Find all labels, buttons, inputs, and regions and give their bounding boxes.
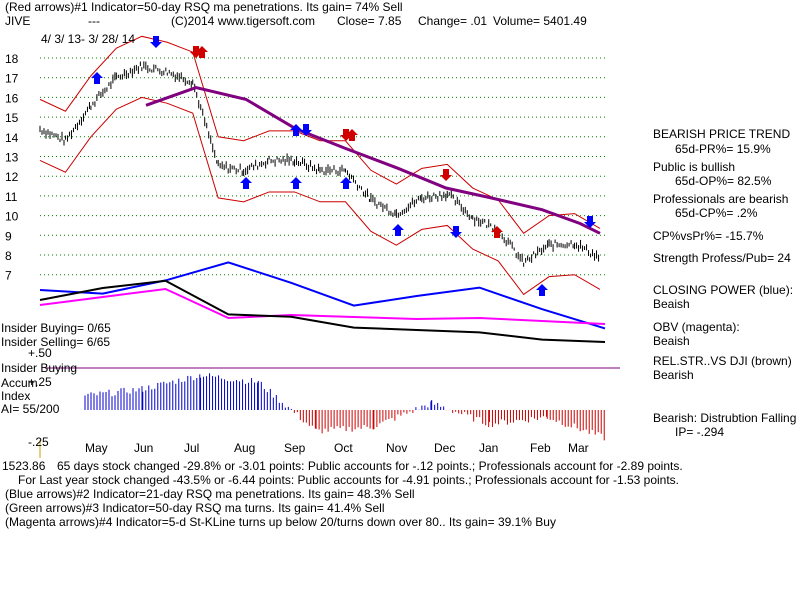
insider-selling-count: Insider Selling= 6/65 <box>1 335 111 349</box>
accum-label: Accum <box>1 376 38 390</box>
relstr-label: REL.STR..VS DJI (brown) <box>653 354 792 368</box>
copyright: (C)2014 www.tigersoft.com <box>171 14 316 28</box>
rel-strength <box>39 279 606 343</box>
red-arrow <box>440 169 452 181</box>
x-tick-label: May <box>85 441 108 455</box>
change-value: Change= .01 <box>418 14 488 28</box>
upper-band <box>39 35 601 235</box>
rel-strength-line <box>39 279 620 369</box>
distribution-status: Bearish: Distrubtion Falling <box>653 411 797 425</box>
y-tick-label: 14 <box>5 131 19 145</box>
obv-line <box>39 287 606 325</box>
index-label: Index <box>1 389 31 403</box>
close-value: Close= 7.85 <box>337 14 402 28</box>
accumulation-histogram <box>84 373 605 441</box>
blue-arrow <box>300 124 312 136</box>
y-tick-label: 9 <box>5 229 12 243</box>
y-tick-label: 13 <box>5 151 19 165</box>
obv-value: Beaish <box>653 334 690 348</box>
lower-band <box>39 96 601 296</box>
blue-arrow <box>150 36 162 48</box>
obv <box>39 287 606 325</box>
trend-title: BEARISH PRICE TREND <box>653 127 791 141</box>
blue-arrow <box>450 226 462 238</box>
relstr-value: Bearish <box>653 368 694 382</box>
y-tick-label: 18 <box>5 52 19 66</box>
blue-arrow <box>91 72 103 84</box>
insider-buying-label: Insider Buying <box>1 361 78 375</box>
ip-value: IP= -.294 <box>675 425 725 439</box>
x-tick-label: Jul <box>184 441 199 455</box>
ai-value: AI= 55/200 <box>1 402 60 416</box>
x-tick-label: Sep <box>284 441 306 455</box>
footer-line-1: 65 days stock changed -29.8% or -3.01 po… <box>57 459 683 473</box>
x-tick-label: Mar <box>568 441 589 455</box>
closing-power-line <box>39 261 606 330</box>
x-tick-label: Jan <box>479 441 498 455</box>
op-value: 65d-OP%= 82.5% <box>675 174 772 188</box>
price-bands <box>39 35 601 296</box>
ma-line <box>145 85 601 235</box>
footer-line-2: For Last year stock changed -43.5% or -6… <box>18 473 680 487</box>
closing-power-label: CLOSING POWER (blue): <box>653 283 794 297</box>
footer-line-3: (Blue arrows)#2 Indicator=21-day RSQ ma … <box>5 487 415 501</box>
symbol: JIVE <box>5 14 31 28</box>
green-arrow <box>340 177 352 189</box>
green-arrow <box>290 177 302 189</box>
obv-label: OBV (magenta): <box>653 320 740 334</box>
insider-buying-count: Insider Buying= 0/65 <box>1 321 111 335</box>
signal-arrows <box>39 36 596 458</box>
dashes: --- <box>88 14 100 28</box>
footer-prefix: 1523.86 <box>2 459 46 473</box>
volume-value: Volume= 5401.49 <box>493 14 587 28</box>
y-tick-label: 12 <box>5 170 19 184</box>
public-status: Public is bullish <box>653 160 736 174</box>
blue-arrow <box>392 224 404 236</box>
y-tick-label: 8 <box>5 249 12 263</box>
plus-50-label: +.50 <box>28 346 52 360</box>
y-tick-label: 10 <box>5 210 19 224</box>
blue-arrow <box>290 124 302 136</box>
blue-arrow <box>536 284 548 296</box>
cpvspr-value: CP%vsPr%= -15.7% <box>653 229 764 243</box>
y-tick-label: 16 <box>5 91 19 105</box>
pr-value: 65d-PR%= 15.9% <box>675 142 771 156</box>
closing-power-value: Beaish <box>653 297 690 311</box>
blue-arrow <box>584 216 596 228</box>
y-tick-label: 7 <box>5 269 12 283</box>
y-tick-label: 11 <box>5 190 18 204</box>
pros-status: Professionals are bearish <box>653 192 789 206</box>
price-gridlines <box>40 57 605 276</box>
x-tick-label: Jun <box>134 441 153 455</box>
x-tick-label: Feb <box>530 441 551 455</box>
red-arrow <box>346 129 358 141</box>
strength-value: Strength Profess/Pub= 24 <box>653 251 791 265</box>
footer-line-5: (Magenta arrows)#4 Indicator=5-d St-KLin… <box>5 515 556 529</box>
x-tick-label: Oct <box>334 441 353 455</box>
x-tick-label: Nov <box>386 441 407 455</box>
x-tick-label: Aug <box>234 441 255 455</box>
month-labels: May Jun Jul Aug Sep Oct Nov Dec Jan Feb Mar <box>85 441 589 455</box>
green-arrow <box>240 177 252 189</box>
price-tick-labels: 18 17 16 15 14 13 12 11 10 9 8 7 <box>5 52 19 283</box>
y-tick-label: 15 <box>5 111 19 125</box>
plus-25-label: +.25 <box>28 375 52 389</box>
date-range: 4/ 3/ 13- 3/ 28/ 14 <box>41 32 136 46</box>
red-arrow <box>196 46 208 58</box>
red-arrow <box>491 226 503 238</box>
indicator-title: (Red arrows)#1 Indicator=50-day RSQ ma p… <box>5 0 403 14</box>
closing-power <box>39 261 606 330</box>
y-tick-label: 17 <box>5 72 19 86</box>
price-bars <box>39 61 600 267</box>
cp-value: 65d-CP%= .2% <box>675 206 758 220</box>
footer-line-4: (Green arrows)#3 Indicator=50-day RSQ ma… <box>5 501 385 515</box>
x-tick-label: Dec <box>434 441 455 455</box>
minus-25-label: -.25 <box>28 435 49 449</box>
moving-average <box>145 85 601 235</box>
